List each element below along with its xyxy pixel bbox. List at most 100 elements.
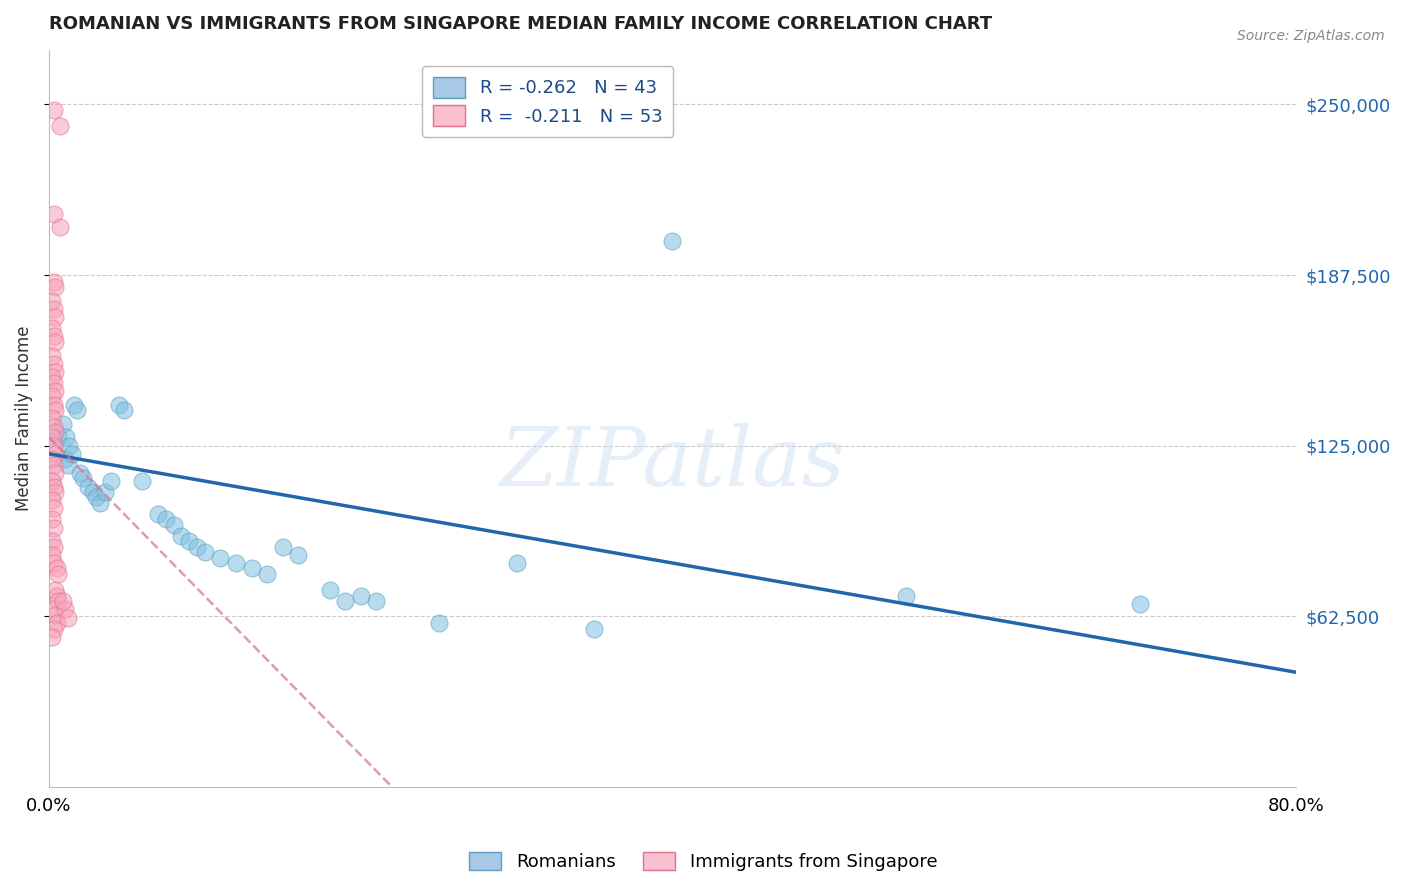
Point: [42, 419, 65, 434]
Point: [42, 556, 65, 570]
Point: [42, 329, 65, 343]
Point: [179, 534, 201, 549]
Point: [46, 594, 69, 608]
Point: [94, 485, 117, 500]
Y-axis label: Median Family Income: Median Family Income: [15, 326, 32, 511]
Point: [100, 474, 122, 488]
Point: [155, 512, 177, 526]
Point: [41, 411, 63, 425]
Point: [84, 491, 107, 505]
Point: [44, 384, 66, 398]
Point: [42, 357, 65, 371]
Point: [42, 206, 65, 220]
Point: [1129, 597, 1152, 611]
Point: [225, 556, 247, 570]
Point: [44, 485, 66, 500]
Point: [58, 439, 80, 453]
Point: [287, 548, 309, 562]
Point: [44, 280, 66, 294]
Point: [42, 520, 65, 534]
Point: [44, 466, 66, 480]
Point: [60, 447, 83, 461]
Point: [42, 479, 65, 493]
Point: [42, 398, 65, 412]
Point: [44, 365, 66, 379]
Text: ZIPatlas: ZIPatlas: [499, 423, 845, 502]
Legend: R = -0.262   N = 43, R =  -0.211   N = 53: R = -0.262 N = 43, R = -0.211 N = 53: [422, 66, 673, 136]
Point: [53, 452, 76, 467]
Point: [52, 594, 75, 608]
Point: [42, 103, 65, 117]
Point: [41, 452, 63, 467]
Text: Source: ZipAtlas.com: Source: ZipAtlas.com: [1237, 29, 1385, 43]
Point: [44, 447, 66, 461]
Point: [42, 439, 65, 453]
Point: [56, 610, 79, 624]
Point: [112, 403, 135, 417]
Point: [45, 615, 67, 630]
Point: [42, 622, 65, 636]
Point: [53, 602, 76, 616]
Point: [72, 471, 94, 485]
Point: [427, 615, 450, 630]
Point: [44, 583, 66, 598]
Point: [41, 390, 63, 404]
Point: [41, 630, 63, 644]
Point: [41, 321, 63, 335]
Point: [63, 398, 86, 412]
Point: [56, 458, 79, 472]
Point: [42, 540, 65, 554]
Point: [108, 398, 131, 412]
Point: [41, 293, 63, 308]
Point: [41, 474, 63, 488]
Point: [41, 512, 63, 526]
Point: [271, 540, 294, 554]
Point: [46, 430, 69, 444]
Point: [256, 566, 278, 581]
Point: [66, 403, 89, 417]
Point: [894, 589, 917, 603]
Point: [350, 589, 373, 603]
Point: [55, 430, 77, 444]
Point: [41, 548, 63, 562]
Point: [49, 220, 72, 235]
Point: [82, 485, 104, 500]
Point: [44, 310, 66, 325]
Point: [146, 507, 169, 521]
Point: [42, 501, 65, 516]
Point: [46, 566, 69, 581]
Point: [44, 607, 66, 622]
Point: [131, 474, 153, 488]
Point: [186, 540, 208, 554]
Point: [583, 622, 606, 636]
Point: [42, 302, 65, 317]
Point: [41, 493, 63, 508]
Point: [42, 602, 65, 616]
Point: [240, 561, 263, 575]
Point: [505, 556, 527, 570]
Point: [170, 529, 193, 543]
Point: [318, 583, 340, 598]
Point: [661, 234, 683, 248]
Point: [194, 545, 217, 559]
Text: ROMANIAN VS IMMIGRANTS FROM SINGAPORE MEDIAN FAMILY INCOME CORRELATION CHART: ROMANIAN VS IMMIGRANTS FROM SINGAPORE ME…: [49, 15, 993, 33]
Point: [41, 430, 63, 444]
Point: [42, 458, 65, 472]
Point: [42, 275, 65, 289]
Point: [44, 425, 66, 439]
Point: [366, 594, 388, 608]
Point: [49, 120, 72, 134]
Point: [41, 534, 63, 549]
Point: [52, 417, 75, 431]
Point: [163, 517, 186, 532]
Point: [42, 376, 65, 390]
Point: [69, 466, 91, 480]
Legend: Romanians, Immigrants from Singapore: Romanians, Immigrants from Singapore: [461, 845, 945, 879]
Point: [333, 594, 356, 608]
Point: [209, 550, 232, 565]
Point: [44, 403, 66, 417]
Point: [89, 496, 111, 510]
Point: [44, 334, 66, 349]
Point: [41, 349, 63, 363]
Point: [45, 561, 67, 575]
